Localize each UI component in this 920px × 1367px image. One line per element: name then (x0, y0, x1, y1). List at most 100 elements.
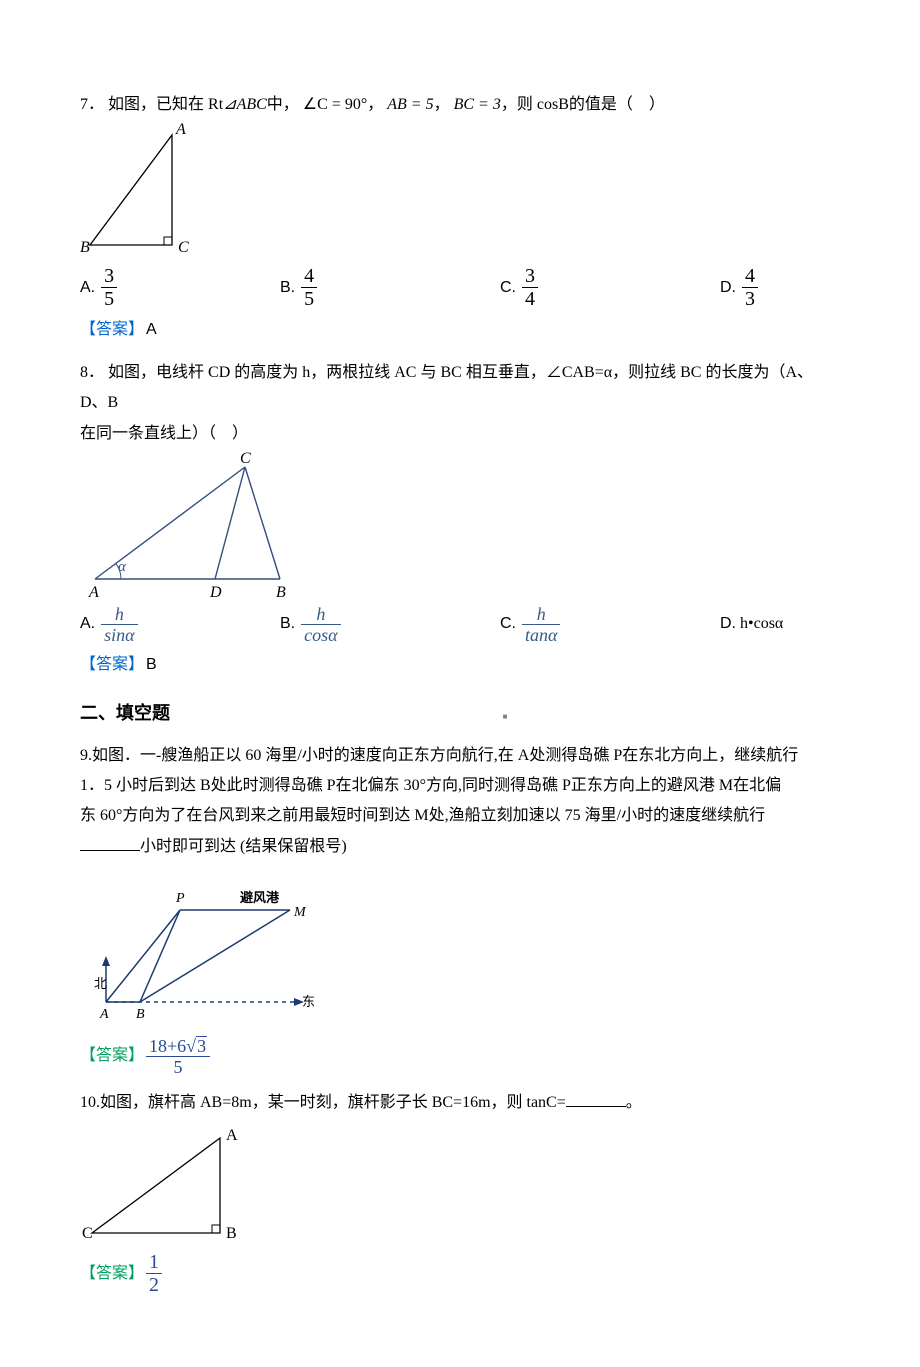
problem-10-stem: 10.如图，旗杆高 AB=8m，某一时刻，旗杆影子长 BC=16m，则 tanC… (80, 1088, 840, 1118)
p10-stem: 如图，旗杆高 AB=8m，某一时刻，旗杆影子长 BC=16m，则 tanC= (100, 1094, 566, 1111)
option-label: B. (280, 609, 295, 639)
svg-text:M: M (293, 905, 307, 920)
problem-7-figure: A B C (80, 120, 190, 260)
svg-text:D: D (209, 584, 222, 599)
problem-7-options: A. 35B. 45C. 34D. 43 (80, 266, 840, 309)
p7-mid2: ，则 (501, 96, 537, 113)
p7-text-1: 如图，已知在 (108, 96, 208, 113)
answer-value: A (146, 315, 157, 345)
p9-number: 9. (80, 747, 92, 764)
option-A: A. hsinα (80, 605, 280, 644)
option-label: C. (500, 609, 516, 639)
p9-line1: 如图．一-艘渔船正以 60 海里/小时的速度向正东方向航行,在 A处测得岛礁 P… (92, 747, 798, 764)
p7-tri: ⊿ABC (223, 96, 267, 113)
section-title: 二、填空题 (80, 696, 170, 730)
p9-deg2: 60° (100, 807, 122, 824)
answer-value: 18+6√35 (144, 1036, 212, 1076)
problem-9-figure: 北东 避风港 P M A B (80, 862, 320, 1032)
problem-7-answer: 【答案】 A (80, 315, 840, 345)
option-label: D. (720, 609, 736, 639)
problem-7: 7． 如图，已知在 Rt⊿ABC中， ∠C = 90°， AB = 5， BC … (80, 90, 840, 346)
fraction: 43 (742, 266, 758, 309)
option-label: A. (80, 273, 95, 303)
option-B: B. 45 (280, 266, 500, 309)
option-label: B. (280, 273, 295, 303)
p7-bc: BC = 3 (454, 96, 501, 113)
fill-blank (566, 1090, 626, 1107)
answer-label: 【答案】 (80, 1041, 144, 1071)
p8-line2: 在同一条直线上）（ ） (80, 425, 248, 442)
svg-text:A: A (88, 584, 99, 599)
p10-tail: 。 (626, 1094, 642, 1111)
p9-line2b: 方向,同时测得岛礁 P正东方向上的避风港 M在北偏 (426, 777, 781, 794)
fraction: 45 (301, 266, 317, 309)
svg-text:东: 东 (302, 994, 315, 1009)
option-label: C. (500, 273, 516, 303)
p8-line1: 如图，电线杆 CD 的高度为 h，两根拉线 AC 与 BC 相互垂直，∠CAB=… (80, 364, 813, 411)
problem-8-stem: 8． 如图，电线杆 CD 的高度为 h，两根拉线 AC 与 BC 相互垂直，∠C… (80, 358, 840, 449)
p7-tail: 的值是（ ） (569, 96, 665, 113)
problem-9-answer: 【答案】 18+6√35 (80, 1036, 840, 1076)
section-dot-icon: ■ (170, 709, 840, 724)
p7-c2: ， (434, 96, 450, 113)
option-label: A. (80, 609, 95, 639)
problem-8-figure: α A D B C (80, 449, 330, 599)
p9-line3b: 方向为了在台风到来之前用最短时间到达 M处,渔船立刻加速以 75 海里/小时的速… (122, 807, 765, 824)
p8-number: 8． (80, 364, 104, 381)
svg-text:A: A (99, 1007, 109, 1022)
answer-value: B (146, 650, 157, 680)
svg-text:C: C (82, 1225, 93, 1242)
fraction: 34 (522, 266, 538, 309)
problem-7-stem: 7． 如图，已知在 Rt⊿ABC中， ∠C = 90°， AB = 5， BC … (80, 90, 840, 120)
p7-cos: cosB (537, 96, 569, 113)
fill-blank (80, 834, 140, 851)
option-label: D. (720, 273, 736, 303)
p7-ab: AB = 5 (387, 96, 433, 113)
svg-text:A: A (226, 1127, 238, 1144)
p7-mid1: 中， (267, 96, 299, 113)
fraction: hcosα (301, 605, 340, 644)
option-C: C. 34 (500, 266, 720, 309)
option-text: h•cosα (740, 609, 783, 639)
p9-line3a: 东 (80, 807, 100, 824)
p9-line4: 小时即可到达 (结果保留根号) (140, 838, 347, 855)
svg-text:B: B (226, 1225, 237, 1242)
problem-8: 8． 如图，电线杆 CD 的高度为 h，两根拉线 AC 与 BC 相互垂直，∠C… (80, 358, 840, 681)
svg-text:C: C (178, 239, 189, 256)
svg-text:α: α (118, 559, 127, 575)
problem-8-answer: 【答案】 B (80, 650, 840, 680)
problem-10-answer: 【答案】 12 (80, 1252, 840, 1295)
svg-text:A: A (175, 121, 186, 138)
answer-value: 12 (144, 1252, 164, 1295)
problem-10-figure: A B C (80, 1118, 240, 1248)
p7-number: 7． (80, 96, 104, 113)
fraction: 35 (101, 266, 117, 309)
svg-text:C: C (240, 450, 251, 467)
section-row: 二、填空题 ■ (80, 692, 840, 740)
problem-10: 10.如图，旗杆高 AB=8m，某一时刻，旗杆影子长 BC=16m，则 tanC… (80, 1088, 840, 1295)
svg-text:B: B (276, 584, 286, 599)
svg-text:避风港: 避风港 (240, 890, 280, 905)
svg-text:P: P (175, 891, 185, 906)
answer-label: 【答案】 (80, 315, 144, 345)
problem-9: 9.如图．一-艘渔船正以 60 海里/小时的速度向正东方向航行,在 A处测得岛礁… (80, 741, 840, 1077)
option-C: C. htanα (500, 605, 720, 644)
option-B: B. hcosα (280, 605, 500, 644)
fraction: hsinα (101, 605, 137, 644)
fraction: htanα (522, 605, 560, 644)
problem-9-stem: 9.如图．一-艘渔船正以 60 海里/小时的速度向正东方向航行,在 A处测得岛礁… (80, 741, 840, 863)
p9-deg1: 30° (404, 777, 426, 794)
p9-line2a: 1．5 小时后到达 B处此时测得岛礁 P在北偏东 (80, 777, 404, 794)
problem-8-options: A. hsinαB. hcosαC. htanαD. h•cosα (80, 605, 840, 644)
answer-label: 【答案】 (80, 1259, 144, 1289)
svg-text:B: B (136, 1007, 145, 1022)
p7-rt: Rt (208, 96, 223, 113)
svg-text:北: 北 (94, 976, 107, 991)
p10-number: 10. (80, 1094, 100, 1111)
option-D: D. h•cosα (720, 609, 840, 639)
option-D: D. 43 (720, 266, 820, 309)
svg-text:B: B (80, 239, 90, 256)
p7-angle: ∠C = 90° (303, 96, 367, 113)
p7-c1: ， (367, 96, 383, 113)
answer-label: 【答案】 (80, 650, 144, 680)
